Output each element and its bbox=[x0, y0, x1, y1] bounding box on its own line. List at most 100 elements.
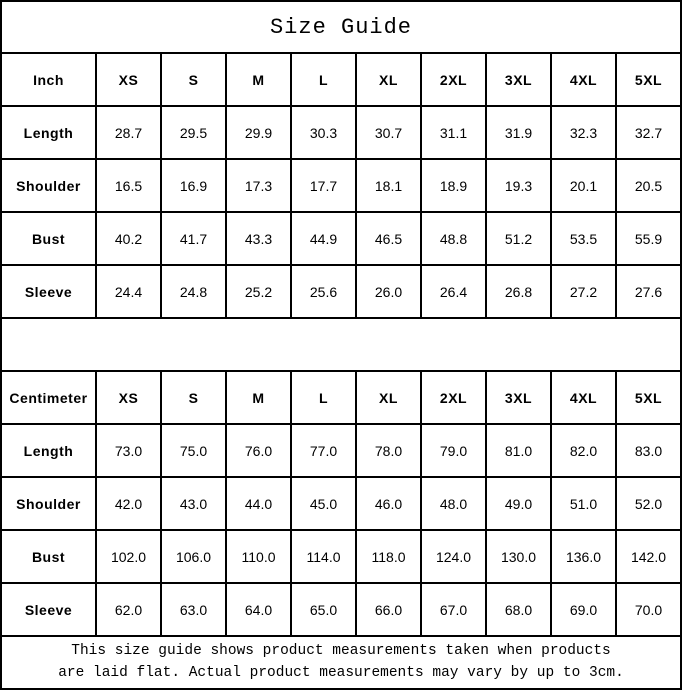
footer-note: This size guide shows product measuremen… bbox=[0, 635, 682, 690]
measurement-row: Bust 40.2 41.7 43.3 44.9 46.5 48.8 51.2 53.5 55.9 bbox=[0, 211, 682, 266]
measurement-value: 52.0 bbox=[615, 476, 682, 531]
measurement-value: 32.3 bbox=[550, 105, 617, 160]
measurement-value: 81.0 bbox=[485, 423, 552, 478]
measurement-row: Sleeve 24.4 24.8 25.2 25.6 26.0 26.4 26.8 27.2 27… bbox=[0, 264, 682, 319]
footer-section: This size guide shows product measuremen… bbox=[0, 635, 682, 690]
measurement-value: 24.8 bbox=[160, 264, 227, 319]
measurement-value: 18.9 bbox=[420, 158, 487, 213]
measurement-value: 48.8 bbox=[420, 211, 487, 266]
measurement-value: 19.3 bbox=[485, 158, 552, 213]
measurement-value: 30.7 bbox=[355, 105, 422, 160]
size-column-header: S bbox=[160, 52, 227, 107]
measurement-value: 79.0 bbox=[420, 423, 487, 478]
size-column-header: XL bbox=[355, 370, 422, 425]
title-row: Size Guide bbox=[0, 0, 682, 54]
measurement-value: 102.0 bbox=[95, 529, 162, 584]
measurement-value: 68.0 bbox=[485, 582, 552, 637]
measurement-value: 78.0 bbox=[355, 423, 422, 478]
measurement-value: 64.0 bbox=[225, 582, 292, 637]
size-column-header: XS bbox=[95, 52, 162, 107]
measurement-label: Length bbox=[0, 105, 97, 160]
measurement-value: 48.0 bbox=[420, 476, 487, 531]
size-column-header: M bbox=[225, 52, 292, 107]
measurement-value: 55.9 bbox=[615, 211, 682, 266]
measurement-value: 43.3 bbox=[225, 211, 292, 266]
measurement-value: 20.5 bbox=[615, 158, 682, 213]
size-column-header: 2XL bbox=[420, 370, 487, 425]
measurement-value: 63.0 bbox=[160, 582, 227, 637]
size-column-header: 4XL bbox=[550, 52, 617, 107]
measurement-value: 142.0 bbox=[615, 529, 682, 584]
size-column-header: 2XL bbox=[420, 52, 487, 107]
measurement-label: Shoulder bbox=[0, 476, 97, 531]
size-column-header: M bbox=[225, 370, 292, 425]
measurement-value: 136.0 bbox=[550, 529, 617, 584]
measurement-value: 44.9 bbox=[290, 211, 357, 266]
measurement-label: Sleeve bbox=[0, 582, 97, 637]
title-section: Size Guide bbox=[0, 0, 682, 54]
measurement-value: 51.0 bbox=[550, 476, 617, 531]
measurement-value: 29.5 bbox=[160, 105, 227, 160]
measurement-value: 18.1 bbox=[355, 158, 422, 213]
size-column-header: XL bbox=[355, 52, 422, 107]
measurement-label: Bust bbox=[0, 211, 97, 266]
measurement-value: 66.0 bbox=[355, 582, 422, 637]
measurement-value: 45.0 bbox=[290, 476, 357, 531]
measurement-value: 26.0 bbox=[355, 264, 422, 319]
size-column-header: 4XL bbox=[550, 370, 617, 425]
measurement-value: 41.7 bbox=[160, 211, 227, 266]
size-header-row: Centimeter XS S M L XL 2XL 3XL 4XL 5XL bbox=[0, 370, 682, 425]
measurement-value: 40.2 bbox=[95, 211, 162, 266]
size-column-header: 3XL bbox=[485, 52, 552, 107]
measurement-value: 65.0 bbox=[290, 582, 357, 637]
measurement-value: 24.4 bbox=[95, 264, 162, 319]
measurement-value: 82.0 bbox=[550, 423, 617, 478]
spacer-cell bbox=[0, 317, 682, 372]
measurement-value: 17.3 bbox=[225, 158, 292, 213]
measurement-value: 62.0 bbox=[95, 582, 162, 637]
size-column-header: L bbox=[290, 52, 357, 107]
measurement-value: 73.0 bbox=[95, 423, 162, 478]
size-column-header: XS bbox=[95, 370, 162, 425]
footer-row: This size guide shows product measuremen… bbox=[0, 635, 682, 690]
footer-note-line1: This size guide shows product measuremen… bbox=[71, 643, 611, 660]
unit-label: Inch bbox=[0, 52, 97, 107]
measurement-value: 30.3 bbox=[290, 105, 357, 160]
measurement-value: 44.0 bbox=[225, 476, 292, 531]
measurement-value: 51.2 bbox=[485, 211, 552, 266]
measurement-value: 31.1 bbox=[420, 105, 487, 160]
size-column-header: 3XL bbox=[485, 370, 552, 425]
measurement-row: Shoulder 42.0 43.0 44.0 45.0 46.0 48.0 49.0 51.0… bbox=[0, 476, 682, 531]
measurement-value: 70.0 bbox=[615, 582, 682, 637]
size-column-header: 5XL bbox=[615, 52, 682, 107]
measurement-value: 67.0 bbox=[420, 582, 487, 637]
measurement-value: 20.1 bbox=[550, 158, 617, 213]
measurement-value: 53.5 bbox=[550, 211, 617, 266]
measurement-value: 29.9 bbox=[225, 105, 292, 160]
measurement-value: 69.0 bbox=[550, 582, 617, 637]
measurement-value: 76.0 bbox=[225, 423, 292, 478]
measurement-value: 43.0 bbox=[160, 476, 227, 531]
size-column-header: 5XL bbox=[615, 370, 682, 425]
measurement-label: Shoulder bbox=[0, 158, 97, 213]
measurement-value: 114.0 bbox=[290, 529, 357, 584]
measurement-value: 46.5 bbox=[355, 211, 422, 266]
measurement-value: 25.6 bbox=[290, 264, 357, 319]
measurement-value: 118.0 bbox=[355, 529, 422, 584]
measurement-label: Bust bbox=[0, 529, 97, 584]
measurement-value: 83.0 bbox=[615, 423, 682, 478]
unit-label: Centimeter bbox=[0, 370, 97, 425]
measurement-value: 26.4 bbox=[420, 264, 487, 319]
footer-note-line2: are laid flat. Actual product measuremen… bbox=[58, 664, 624, 681]
measurement-value: 130.0 bbox=[485, 529, 552, 584]
size-header-row: Inch XS S M L XL 2XL 3XL 4XL 5XL bbox=[0, 52, 682, 107]
measurement-value: 25.2 bbox=[225, 264, 292, 319]
measurement-row: Shoulder 16.5 16.9 17.3 17.7 18.1 18.9 19.3 20.1… bbox=[0, 158, 682, 213]
measurement-value: 46.0 bbox=[355, 476, 422, 531]
measurements-section: Inch XS S M L XL 2XL 3XL 4XL 5XL Length 28.7 29.5 29.… bbox=[0, 52, 682, 637]
measurement-value: 42.0 bbox=[95, 476, 162, 531]
measurement-row: Length 73.0 75.0 76.0 77.0 78.0 79.0 81.0 82.0 83… bbox=[0, 423, 682, 478]
measurement-value: 49.0 bbox=[485, 476, 552, 531]
page-title: Size Guide bbox=[0, 0, 682, 54]
